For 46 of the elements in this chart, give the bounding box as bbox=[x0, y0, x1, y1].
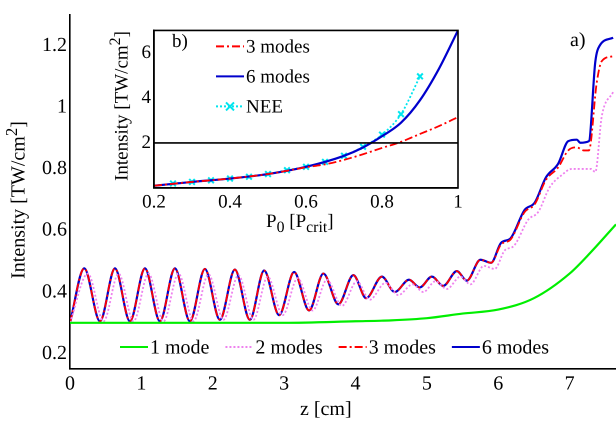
point bbox=[188, 178, 196, 186]
x-tick-label: 3 bbox=[279, 372, 290, 394]
point bbox=[283, 166, 291, 174]
annotation: b) bbox=[172, 31, 188, 52]
legend-label: 3 modes bbox=[368, 336, 436, 358]
point bbox=[226, 174, 234, 182]
x-tick-label: 4 bbox=[350, 372, 360, 394]
point bbox=[321, 158, 329, 166]
line-series bbox=[154, 30, 458, 187]
point bbox=[302, 163, 310, 171]
point bbox=[416, 72, 424, 80]
x-tick-label: 0.8 bbox=[370, 191, 394, 212]
point bbox=[245, 172, 253, 181]
legend-label: 3 modes bbox=[246, 36, 310, 58]
point bbox=[207, 176, 215, 184]
point bbox=[397, 110, 405, 118]
point bbox=[264, 170, 272, 178]
y-tick-label: 0.2 bbox=[42, 342, 67, 364]
x-tick-label: 0.6 bbox=[294, 191, 318, 212]
x-axis-title: z [cm] bbox=[300, 398, 352, 420]
legend-label: 6 modes bbox=[246, 66, 310, 88]
legend-label: 6 modes bbox=[482, 336, 550, 358]
legend-label: 2 modes bbox=[255, 336, 323, 358]
y-tick-label: 1 bbox=[57, 96, 67, 118]
point bbox=[169, 180, 177, 188]
annotation: a) bbox=[570, 29, 586, 51]
x-tick-label: 0.4 bbox=[218, 191, 242, 212]
y-tick-label: 0.4 bbox=[42, 280, 67, 302]
legend-label: 1 mode bbox=[150, 336, 210, 358]
y-tick-label: 0.6 bbox=[42, 218, 67, 241]
y-tick-label: 4 bbox=[142, 86, 152, 108]
point bbox=[340, 152, 348, 160]
x-tick-label: 5 bbox=[422, 372, 432, 394]
x-tick-label: 1 bbox=[453, 191, 463, 212]
y-tick-label: 2 bbox=[142, 132, 151, 153]
y-tick-label: 0.8 bbox=[42, 157, 67, 180]
x-tick-label: 7 bbox=[564, 372, 575, 394]
y-tick-label: 1.2 bbox=[42, 34, 67, 56]
legend-label: NEE bbox=[246, 96, 283, 118]
x-axis-title: P$_{0}$ [P$_{crit}$] bbox=[266, 211, 334, 236]
x-tick-label: 2 bbox=[208, 372, 218, 394]
point bbox=[378, 130, 386, 138]
y-tick-label: 6 bbox=[142, 42, 151, 63]
x-tick-label: 0 bbox=[65, 372, 75, 394]
point bbox=[359, 142, 367, 151]
x-tick-label: 6 bbox=[493, 372, 504, 394]
